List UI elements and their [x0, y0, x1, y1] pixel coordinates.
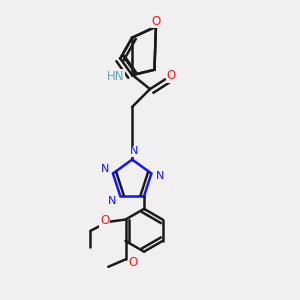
Text: N: N — [108, 196, 116, 206]
Text: O: O — [151, 15, 160, 28]
Text: O: O — [167, 70, 176, 83]
Text: N: N — [100, 164, 109, 174]
Text: O: O — [100, 214, 109, 227]
Text: N: N — [130, 146, 138, 156]
Text: HN: HN — [107, 70, 125, 83]
Text: O: O — [128, 256, 138, 269]
Text: N: N — [155, 171, 164, 182]
